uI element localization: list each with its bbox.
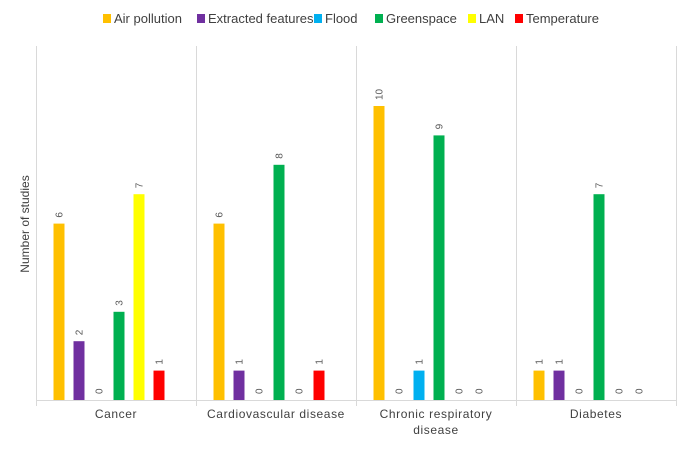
legend-label-greenspace: Greenspace (386, 11, 457, 26)
bar-cardiovascular-disease-temperature (313, 370, 325, 400)
category-label-line: Cardiovascular disease (207, 407, 345, 421)
bar-cardiovascular-disease-extracted-features (233, 370, 245, 400)
data-label-chronic-respiratory-disease-greenspace: 9 (435, 123, 446, 129)
category-label-line: Chronic respiratory (380, 407, 493, 421)
data-label-cardiovascular-disease-extracted-features: 1 (235, 359, 246, 365)
data-label-cardiovascular-disease-lan: 0 (295, 388, 306, 394)
bar-cancer-temperature (153, 370, 165, 400)
data-label-cardiovascular-disease-greenspace: 8 (275, 153, 286, 159)
category-label-line: Diabetes (570, 407, 622, 421)
data-label-cancer-extracted-features: 2 (75, 329, 86, 335)
data-label-diabetes-extracted-features: 1 (555, 359, 566, 365)
category-label-diabetes: Diabetes (570, 407, 622, 421)
data-label-diabetes-greenspace: 7 (595, 182, 606, 188)
legend-label-air-pollution: Air pollution (114, 11, 182, 26)
data-label-cancer-lan: 7 (135, 182, 146, 188)
legend-swatch-air-pollution (103, 14, 111, 23)
legend: Air pollution Extracted features Flood Gree… (103, 11, 599, 26)
bar-diabetes-greenspace (593, 194, 605, 400)
bar-diabetes-air-pollution (533, 370, 545, 400)
bar-cancer-greenspace (113, 311, 125, 400)
legend-swatch-extracted-features (197, 14, 205, 23)
data-label-chronic-respiratory-disease-air-pollution: 10 (375, 88, 386, 100)
legend-label-extracted-features: Extracted features (208, 11, 314, 26)
data-label-cancer-temperature: 1 (155, 359, 166, 365)
bar-cardiovascular-disease-air-pollution (213, 223, 225, 400)
data-label-chronic-respiratory-disease-lan: 0 (455, 388, 466, 394)
category-label-chronic-respiratory-disease: Chronic respiratory disease (380, 407, 493, 437)
bar-cardiovascular-disease-greenspace (273, 164, 285, 400)
data-label-diabetes-lan: 0 (615, 388, 626, 394)
plot-frame (36, 46, 677, 400)
category-label-line: disease (413, 423, 459, 437)
data-label-diabetes-flood: 0 (575, 388, 586, 394)
legend-label-flood: Flood (325, 11, 358, 26)
data-label-chronic-respiratory-disease-temperature: 0 (475, 388, 486, 394)
data-label-cardiovascular-disease-air-pollution: 6 (215, 212, 226, 218)
y-axis-title: Number of studies (18, 175, 32, 272)
axes: Cancer Cardiovascular disease Chronic resp… (18, 175, 677, 437)
bar-chronic-respiratory-disease-greenspace (433, 135, 445, 400)
data-label-diabetes-temperature: 0 (635, 388, 646, 394)
bar-chronic-respiratory-disease-air-pollution (373, 106, 385, 400)
bar-cancer-air-pollution (53, 223, 65, 400)
data-label-cancer-air-pollution: 6 (55, 212, 66, 218)
legend-label-lan: LAN (479, 11, 504, 26)
legend-swatch-temperature (515, 14, 523, 23)
data-label-chronic-respiratory-disease-flood: 1 (415, 359, 426, 365)
legend-label-temperature: Temperature (526, 11, 599, 26)
legend-swatch-greenspace (375, 14, 383, 23)
category-label-cardiovascular-disease: Cardiovascular disease (207, 407, 345, 421)
bars (53, 106, 605, 400)
data-label-diabetes-air-pollution: 1 (535, 359, 546, 365)
category-label-line: Cancer (95, 407, 137, 421)
bar-cancer-extracted-features (73, 341, 85, 400)
bar-cancer-lan (133, 194, 145, 400)
data-label-cardiovascular-disease-flood: 0 (255, 388, 266, 394)
category-label-cancer: Cancer (95, 407, 137, 421)
data-label-chronic-respiratory-disease-extracted-features: 0 (395, 388, 406, 394)
data-label-cancer-greenspace: 3 (115, 300, 126, 306)
bar-chronic-respiratory-disease-flood (413, 370, 425, 400)
bar-diabetes-extracted-features (553, 370, 565, 400)
data-label-cancer-flood: 0 (95, 388, 106, 394)
legend-swatch-lan (468, 14, 476, 23)
data-label-cardiovascular-disease-temperature: 1 (315, 359, 326, 365)
legend-swatch-flood (314, 14, 322, 23)
